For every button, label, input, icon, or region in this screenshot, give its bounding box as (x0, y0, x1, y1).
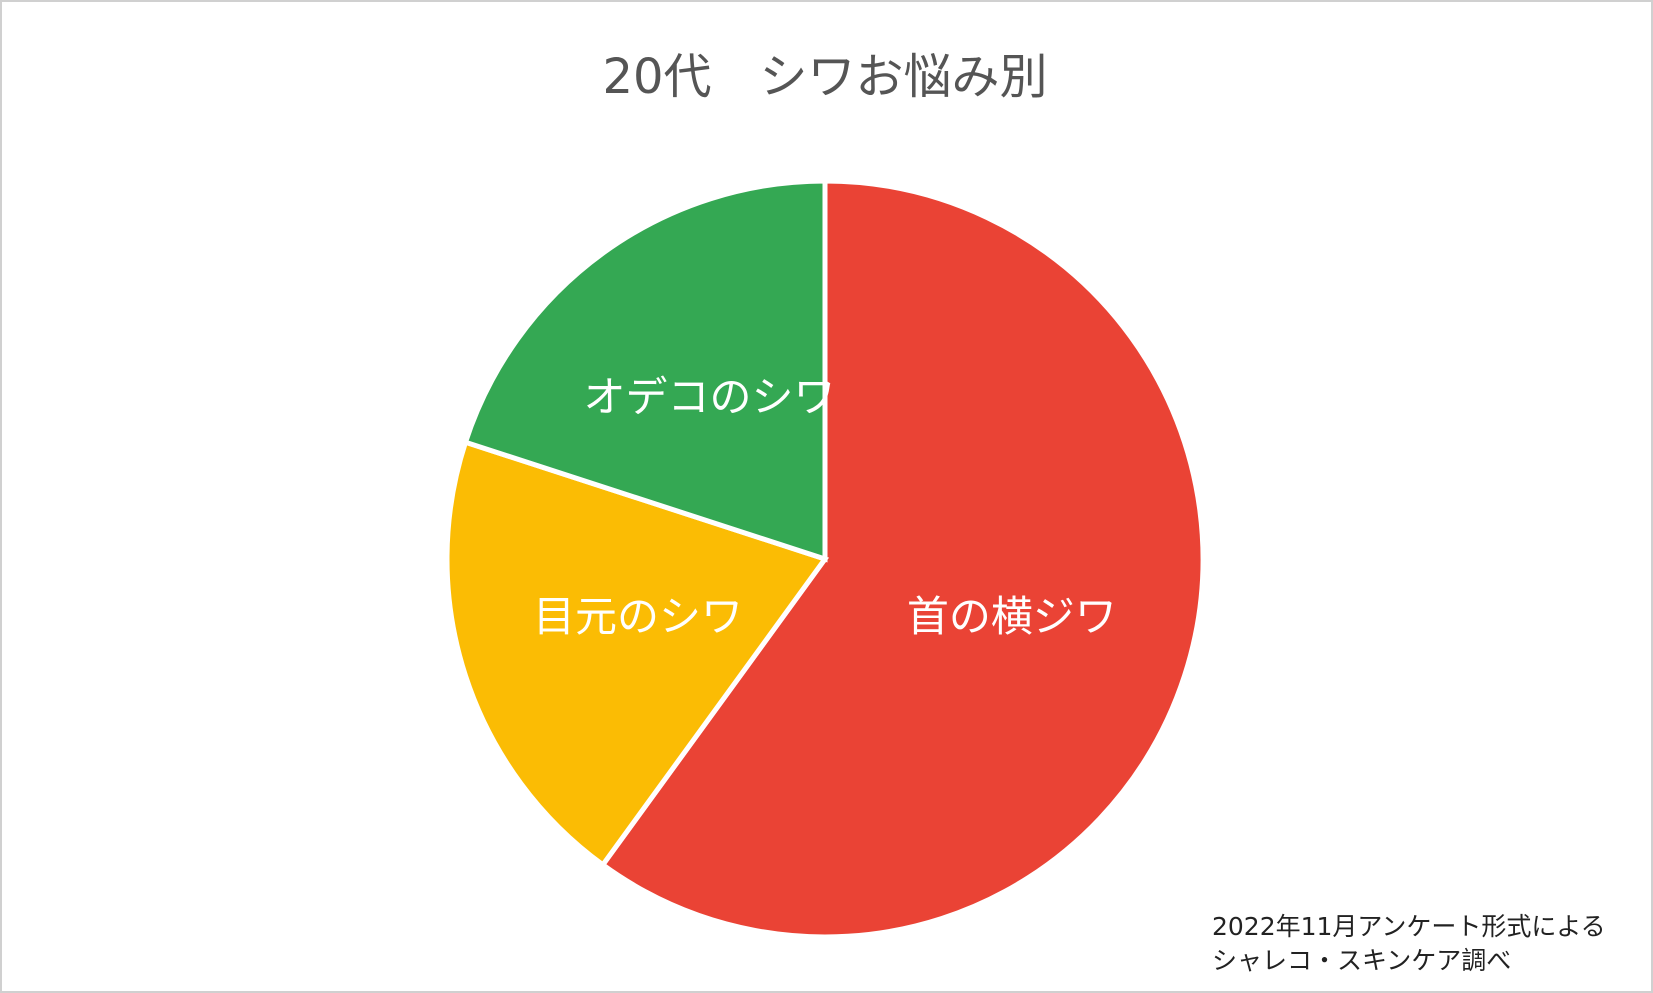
footnote: シャレコ・スキンケア調べ (1212, 946, 1511, 975)
slice-label: オデコのシワ (583, 372, 835, 421)
chart-title: 20代 シワお悩み別 (602, 49, 1047, 105)
pie-slice (599, 178, 1206, 940)
footnote: 2022年11月アンケート形式による (1212, 912, 1606, 941)
pie-slice (444, 439, 830, 869)
slice-label: 目元のシワ (533, 592, 743, 641)
pie-slice (462, 178, 828, 563)
slice-label: 首の横ジワ (907, 592, 1117, 641)
